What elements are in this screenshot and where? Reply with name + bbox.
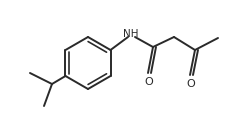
Text: O: O (187, 79, 195, 89)
Text: NH: NH (123, 29, 139, 39)
Text: O: O (145, 77, 153, 87)
